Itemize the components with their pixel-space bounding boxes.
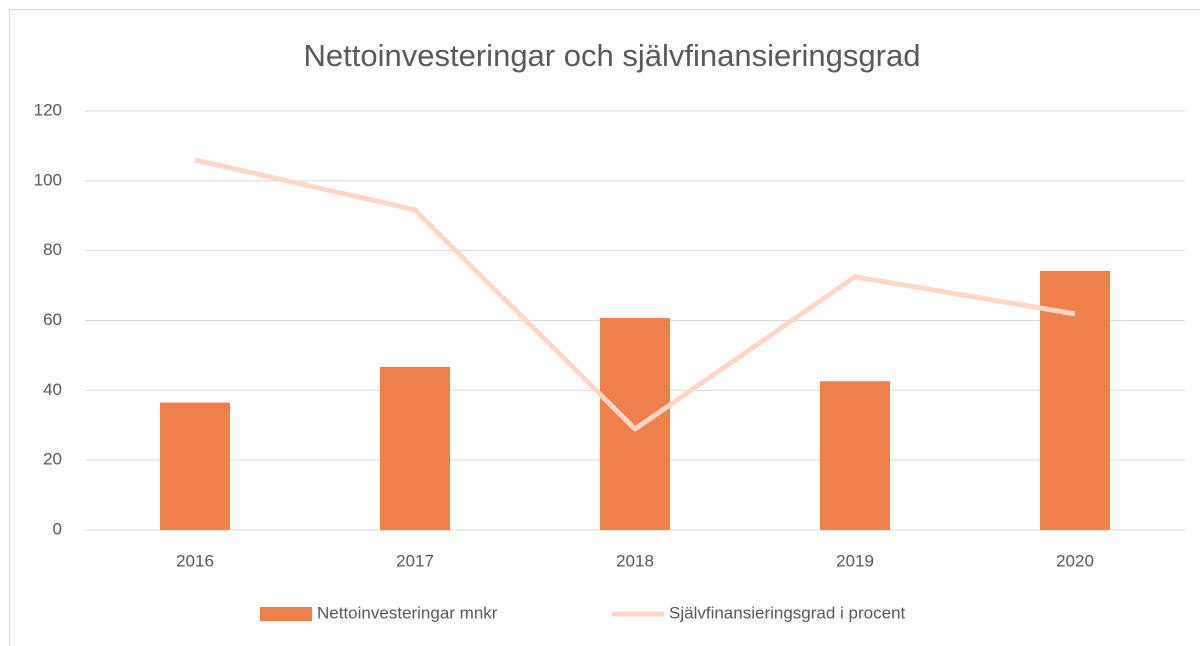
chart-frame [9,9,1200,646]
line [194,157,1076,432]
y-tick-label: 40 [43,380,62,399]
bar [160,402,230,530]
y-tick-label: 100 [34,170,62,189]
x-tick-label: 2018 [616,551,654,570]
bar [380,366,450,530]
legend-swatch [260,607,312,621]
x-tick-label: 2020 [1056,551,1094,570]
bar [1040,270,1110,530]
y-tick-label: 80 [43,240,62,259]
x-tick-label: 2016 [176,551,214,570]
y-tick-label: 0 [53,519,62,538]
legend-label: Nettoinvesteringar mnkr [317,603,498,622]
x-tick-label: 2019 [836,551,874,570]
legend-label: Självfinansieringsgrad i procent [669,603,906,622]
chart-title: Nettoinvesteringar och självfinansiering… [304,38,921,73]
x-tick-label: 2017 [396,551,434,570]
y-tick-label: 60 [43,310,62,329]
y-tick-label: 120 [34,100,62,119]
bar [600,318,670,530]
y-tick-label: 20 [43,450,62,469]
bar [820,381,890,530]
